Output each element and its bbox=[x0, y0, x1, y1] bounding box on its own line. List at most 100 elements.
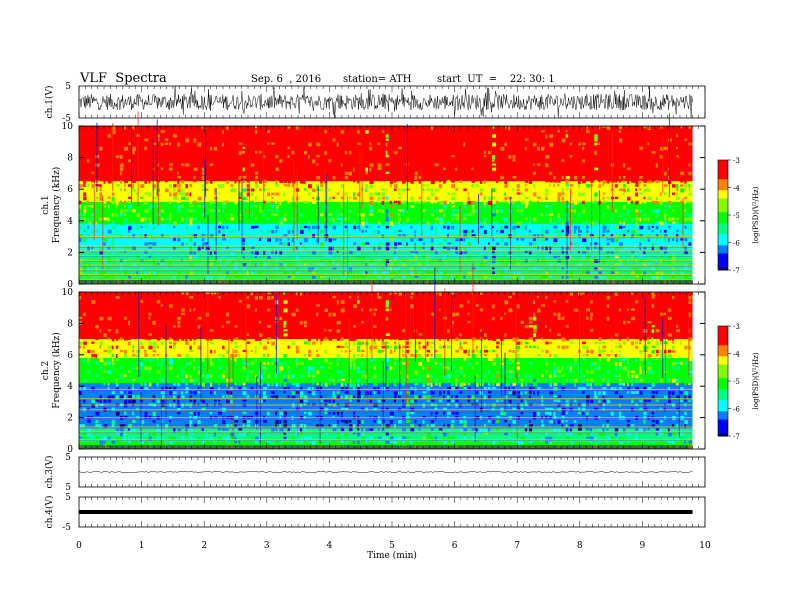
spectrogram-cell bbox=[124, 142, 128, 147]
spectrogram-cell bbox=[655, 238, 659, 241]
spectrogram-cell bbox=[291, 155, 294, 159]
spectrogram-cell bbox=[83, 192, 87, 197]
spectrogram-cell bbox=[111, 130, 116, 135]
spectrogram-cell bbox=[218, 209, 220, 212]
spectrogram-cell bbox=[259, 320, 262, 324]
spectrogram-cell bbox=[320, 180, 323, 184]
spectrogram-cell bbox=[193, 180, 197, 183]
spectrogram-cell bbox=[565, 126, 570, 130]
spectrogram-cell bbox=[119, 175, 123, 180]
spectrogram-cell bbox=[234, 267, 238, 270]
spectrogram-cell bbox=[308, 428, 311, 431]
spectrogram-cell bbox=[91, 341, 95, 344]
spectrogram-cell bbox=[185, 329, 189, 333]
spectrogram-cell bbox=[275, 341, 279, 346]
spectrogram-cell bbox=[639, 238, 643, 241]
spectrogram-cell bbox=[275, 184, 279, 187]
spectrogram-cell bbox=[230, 395, 233, 398]
spectrogram-cell bbox=[148, 167, 152, 171]
spectrogram-cell bbox=[250, 395, 255, 400]
spectrogram-cell bbox=[148, 234, 152, 237]
spectrogram-cell bbox=[316, 175, 321, 180]
spectrogram-cell bbox=[115, 382, 119, 387]
spectrogram-cell bbox=[533, 163, 535, 166]
spectrogram-cell bbox=[467, 242, 472, 246]
spectrogram-cell bbox=[545, 126, 548, 130]
spectrogram-cell bbox=[103, 370, 106, 373]
spectrogram-cell bbox=[214, 333, 217, 336]
spectrogram-cell bbox=[512, 271, 516, 276]
spectrogram-cell bbox=[369, 134, 373, 138]
spectrogram-cell bbox=[205, 159, 210, 163]
spectrogram-cell bbox=[471, 167, 474, 170]
spectrogram-cell bbox=[631, 221, 634, 224]
spectrogram-cell bbox=[160, 167, 163, 170]
spectrogram-cell bbox=[627, 180, 630, 185]
spectrogram-cell bbox=[160, 391, 165, 395]
spectrogram-cell bbox=[320, 275, 325, 279]
spectrogram-cell bbox=[426, 142, 430, 147]
spectrogram-cell bbox=[263, 225, 267, 229]
spectrogram-cell bbox=[422, 242, 425, 245]
spectrogram-cell bbox=[197, 420, 201, 424]
spectrogram-cell bbox=[152, 200, 157, 204]
spectrogram-cell bbox=[152, 296, 157, 300]
spectrogram-cell bbox=[144, 259, 147, 264]
spectrogram-cell bbox=[328, 192, 333, 196]
spectrogram-cell bbox=[246, 345, 250, 350]
spectrogram-cell bbox=[279, 440, 283, 445]
spectrogram-cell bbox=[189, 374, 192, 378]
spectrogram-cell bbox=[606, 175, 609, 179]
spectrogram-cell bbox=[451, 275, 454, 279]
spectrogram-cell bbox=[606, 205, 610, 209]
spectrogram-cell bbox=[136, 354, 140, 358]
spectrogram-cell bbox=[676, 184, 679, 189]
spectrogram-cell bbox=[308, 159, 312, 162]
spectrogram-cell bbox=[618, 213, 622, 217]
spectrogram-cell bbox=[87, 370, 90, 374]
spectrogram-cell bbox=[189, 242, 193, 246]
spectrogram-cell bbox=[152, 378, 155, 381]
spectrogram-cell bbox=[238, 366, 241, 369]
spectrogram-cell bbox=[340, 130, 345, 134]
spectrogram-cell bbox=[103, 271, 106, 275]
spectrogram-cell bbox=[209, 213, 213, 218]
spectrogram-cell bbox=[373, 192, 378, 196]
spectrogram-cell bbox=[586, 234, 590, 238]
spectrogram-cell bbox=[651, 242, 656, 245]
spectrogram-cell bbox=[569, 142, 572, 146]
spectrogram-cell bbox=[181, 312, 185, 316]
spectrogram-cell bbox=[348, 242, 352, 247]
spectrogram-cell bbox=[639, 163, 643, 166]
spectrogram-cell bbox=[520, 275, 524, 280]
spectrogram-cell bbox=[680, 134, 684, 138]
spectrogram-cell bbox=[250, 225, 255, 229]
spectrogram-cell bbox=[250, 134, 254, 138]
spectrogram-cell bbox=[332, 171, 336, 176]
spectrogram-cell bbox=[83, 391, 86, 395]
spectrogram-cell bbox=[91, 150, 95, 154]
spectrogram-cell bbox=[103, 329, 106, 333]
spectrogram-cell bbox=[299, 391, 304, 396]
spectrogram-cell bbox=[594, 267, 598, 271]
spectrogram-cell bbox=[500, 259, 505, 264]
spectrogram-cell bbox=[226, 246, 229, 249]
spectrogram-cell bbox=[299, 225, 304, 230]
spectrogram-cell bbox=[336, 175, 340, 180]
spectrogram-cell bbox=[111, 254, 116, 258]
spectrogram-cell bbox=[193, 337, 197, 341]
spectrogram-cell bbox=[173, 134, 177, 138]
spectrogram-cell bbox=[99, 246, 102, 251]
spectrogram-cell bbox=[590, 200, 595, 203]
colorbar-segment bbox=[718, 179, 728, 183]
spectrogram-cell bbox=[169, 184, 172, 188]
spectrogram-cell bbox=[406, 217, 410, 222]
spectrogram-cell bbox=[635, 188, 637, 192]
spectrogram-cell bbox=[426, 134, 430, 138]
spectrogram-cell bbox=[459, 180, 462, 183]
spectrogram-cell bbox=[381, 200, 385, 205]
spectrogram-cell bbox=[169, 134, 172, 139]
spectrogram-cell bbox=[414, 234, 416, 238]
spectrogram-cell bbox=[651, 142, 655, 147]
